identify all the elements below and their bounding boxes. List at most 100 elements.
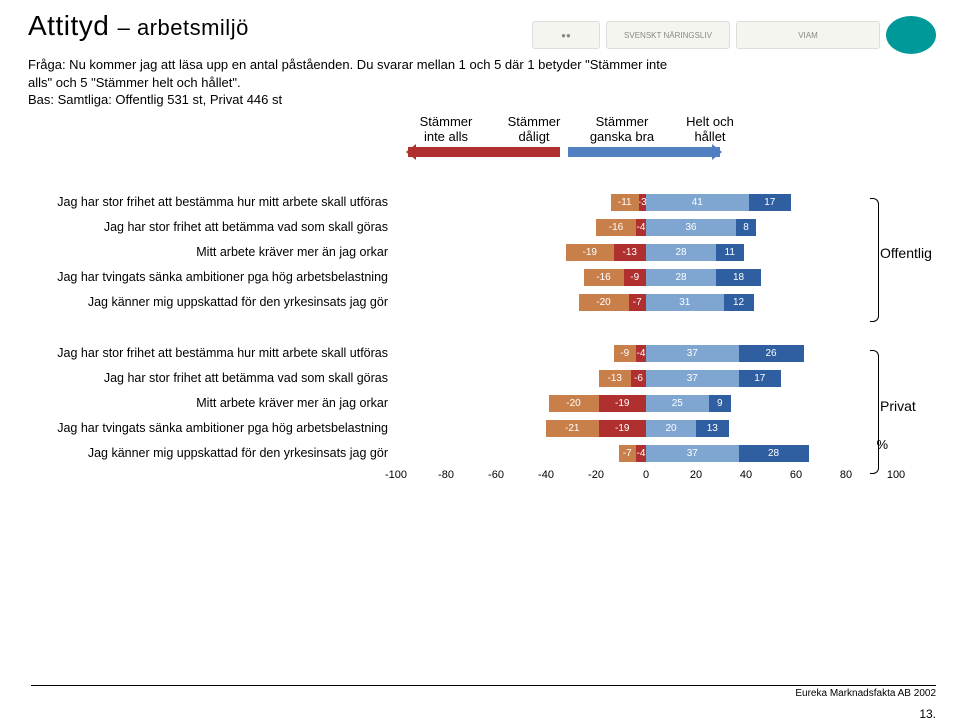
axis-tick: -100 — [385, 469, 407, 481]
axis-tick: 80 — [840, 469, 852, 481]
seg-neg1: -7 — [629, 294, 647, 311]
row-label: Jag har stor frihet att betämma vad som … — [28, 220, 396, 234]
bar-track: -20-19259 — [396, 394, 896, 413]
page-title: Attityd – arbetsmiljö — [28, 10, 249, 42]
page-number: 13. — [919, 707, 936, 721]
row-label: Jag har tvingats sänka ambitioner pga hö… — [28, 270, 396, 284]
row-label: Jag har stor frihet att bestämma hur mit… — [28, 346, 396, 360]
axis-tick: 100 — [887, 469, 905, 481]
bar-track: -16-4368 — [396, 218, 896, 237]
seg-pos2: 17 — [749, 194, 792, 211]
seg-neg1: -3 — [639, 194, 647, 211]
axis-tick: 0 — [643, 469, 649, 481]
scale-arrows — [408, 147, 936, 163]
question-line: Fråga: Nu kommer jag att läsa upp en ant… — [28, 57, 667, 90]
legend-item-2: Stämmer dåligt — [496, 115, 572, 145]
seg-pos1: 36 — [646, 219, 736, 236]
row-label: Jag har tvingats sänka ambitioner pga hö… — [28, 421, 396, 435]
seg-pos1: 37 — [646, 370, 739, 387]
axis-tick: 40 — [740, 469, 752, 481]
seg-neg2: -16 — [584, 269, 624, 286]
row-label: Jag har stor frihet att betämma vad som … — [28, 371, 396, 385]
seg-pos2: 11 — [716, 244, 744, 261]
seg-neg1: -19 — [599, 395, 647, 412]
bar-track: -16-92818 — [396, 268, 896, 287]
seg-pos1: 37 — [646, 445, 739, 462]
seg-pos2: 18 — [716, 269, 761, 286]
question-text: Fråga: Nu kommer jag att läsa upp en ant… — [28, 56, 668, 109]
chart: Jag har stor frihet att bestämma hur mit… — [28, 193, 936, 463]
base-line: Bas: Samtliga: Offentlig 531 st, Privat … — [28, 92, 282, 107]
legend-item-4: Helt och hållet — [672, 115, 748, 145]
seg-neg2: -21 — [546, 420, 599, 437]
seg-pos1: 28 — [646, 244, 716, 261]
row-label: Mitt arbete kräver mer än jag orkar — [28, 245, 396, 259]
axis-tick: -40 — [538, 469, 554, 481]
logo-3: VIAM — [736, 21, 880, 49]
seg-pos1: 20 — [646, 420, 696, 437]
title-sub: – arbetsmiljö — [118, 15, 249, 40]
chart-row: Jag känner mig uppskattad för den yrkesi… — [28, 444, 936, 463]
bar-track: -7-43728 — [396, 444, 896, 463]
seg-neg1: -6 — [631, 370, 646, 387]
chart-row: Jag har stor frihet att betämma vad som … — [28, 218, 936, 237]
seg-neg2: -19 — [566, 244, 614, 261]
chart-row: Jag har stor frihet att bestämma hur mit… — [28, 344, 936, 363]
arrow-positive — [568, 147, 720, 157]
seg-pos2: 12 — [724, 294, 754, 311]
logo-2: SVENSKT NÄRINGSLIV — [606, 21, 730, 49]
row-label: Jag har stor frihet att bestämma hur mit… — [28, 195, 396, 209]
seg-pos2: 13 — [696, 420, 729, 437]
seg-neg1: -4 — [636, 445, 646, 462]
legend: Stämmer inte alls Stämmer dåligt Stämmer… — [408, 115, 936, 145]
axis-tick: 60 — [790, 469, 802, 481]
seg-neg1: -9 — [624, 269, 647, 286]
row-label: Mitt arbete kräver mer än jag orkar — [28, 396, 396, 410]
seg-pos2: 9 — [709, 395, 732, 412]
logo-strip: ●● SVENSKT NÄRINGSLIV VIAM — [532, 16, 936, 54]
seg-neg1: -4 — [636, 345, 646, 362]
seg-pos2: 17 — [739, 370, 782, 387]
seg-neg2: -13 — [599, 370, 632, 387]
bracket-privat — [870, 350, 879, 474]
bar-track: -11-34117 — [396, 193, 896, 212]
group-label-privat: Privat — [880, 398, 916, 414]
seg-pos1: 28 — [646, 269, 716, 286]
bar-track: -21-192013 — [396, 419, 896, 438]
axis-tick: 20 — [690, 469, 702, 481]
legend-item-3: Stämmer ganska bra — [584, 115, 660, 145]
row-label: Jag känner mig uppskattad för den yrkesi… — [28, 446, 396, 460]
bar-track: -9-43726 — [396, 344, 896, 363]
seg-pos2: 8 — [736, 219, 756, 236]
axis-tick: -80 — [438, 469, 454, 481]
footer-credit: Eureka Marknadsfakta AB 2002 — [31, 685, 936, 699]
x-axis: -100-80-60-40-20020406080100% — [396, 469, 896, 487]
bar-track: -19-132811 — [396, 243, 896, 262]
seg-pos2: 28 — [739, 445, 809, 462]
axis-tick: -20 — [588, 469, 604, 481]
seg-neg1: -4 — [636, 219, 646, 236]
group-label-offentlig: Offentlig — [880, 245, 932, 261]
seg-pos1: 25 — [646, 395, 709, 412]
bar-track: -20-73112 — [396, 293, 896, 312]
seg-neg2: -20 — [549, 395, 599, 412]
seg-pos1: 31 — [646, 294, 724, 311]
chart-row: Jag känner mig uppskattad för den yrkesi… — [28, 293, 936, 312]
chart-row: Mitt arbete kräver mer än jag orkar-19-1… — [28, 243, 936, 262]
chart-row: Jag har tvingats sänka ambitioner pga hö… — [28, 419, 936, 438]
seg-pos2: 26 — [739, 345, 804, 362]
legend-item-1: Stämmer inte alls — [408, 115, 484, 145]
seg-neg2: -9 — [614, 345, 637, 362]
logo-1: ●● — [532, 21, 600, 49]
chart-row: Mitt arbete kräver mer än jag orkar-20-1… — [28, 394, 936, 413]
logo-4 — [886, 16, 936, 54]
axis-tick: -60 — [488, 469, 504, 481]
row-label: Jag känner mig uppskattad för den yrkesi… — [28, 295, 396, 309]
arrow-negative — [408, 147, 560, 157]
seg-pos1: 41 — [646, 194, 749, 211]
bar-track: -13-63717 — [396, 369, 896, 388]
title-main: Attityd — [28, 10, 109, 41]
seg-pos1: 37 — [646, 345, 739, 362]
seg-neg2: -16 — [596, 219, 636, 236]
seg-neg1: -13 — [614, 244, 647, 261]
